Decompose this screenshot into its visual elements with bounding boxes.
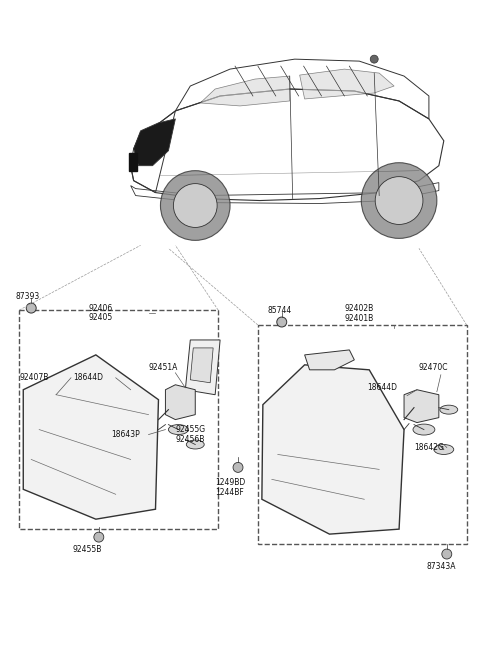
Text: 92402B: 92402B [344, 304, 373, 313]
Circle shape [375, 176, 423, 224]
Bar [19, 310, 218, 529]
Text: 92456B: 92456B [175, 435, 205, 444]
Text: 85744: 85744 [268, 306, 292, 315]
Circle shape [361, 163, 437, 238]
Polygon shape [404, 390, 439, 422]
Text: 92405: 92405 [89, 312, 113, 321]
Polygon shape [166, 385, 195, 420]
Text: 18642G: 18642G [414, 443, 444, 452]
Polygon shape [129, 153, 137, 171]
Circle shape [370, 55, 378, 63]
Bar [258, 325, 467, 544]
Circle shape [173, 184, 217, 228]
Circle shape [160, 171, 230, 240]
Text: 87343A: 87343A [427, 562, 456, 571]
Circle shape [233, 462, 243, 472]
Polygon shape [190, 348, 213, 382]
Polygon shape [305, 350, 354, 370]
Text: 18644D: 18644D [73, 373, 103, 382]
Ellipse shape [186, 440, 204, 449]
Ellipse shape [440, 405, 458, 414]
Text: 92455B: 92455B [73, 544, 102, 554]
Text: 92401B: 92401B [344, 314, 373, 323]
Text: 87393: 87393 [15, 292, 39, 300]
Text: 18644D: 18644D [367, 383, 397, 392]
Polygon shape [200, 76, 290, 106]
Text: 92407B: 92407B [19, 373, 48, 382]
Ellipse shape [168, 424, 188, 434]
Text: 92451A: 92451A [148, 363, 178, 373]
Text: 1249BD: 1249BD [215, 478, 245, 487]
Ellipse shape [434, 445, 454, 455]
Circle shape [26, 303, 36, 313]
Text: 1244BF: 1244BF [215, 488, 244, 497]
Polygon shape [185, 340, 220, 395]
Text: 92470C: 92470C [419, 363, 448, 373]
Polygon shape [262, 365, 404, 534]
Circle shape [277, 317, 287, 327]
Text: 92455G: 92455G [175, 425, 205, 434]
Circle shape [442, 549, 452, 559]
Text: 92406: 92406 [89, 304, 113, 313]
Ellipse shape [413, 424, 435, 435]
Circle shape [94, 532, 104, 542]
Polygon shape [133, 119, 175, 166]
Polygon shape [300, 69, 394, 99]
Polygon shape [23, 355, 158, 519]
Text: 18643P: 18643P [111, 430, 140, 439]
